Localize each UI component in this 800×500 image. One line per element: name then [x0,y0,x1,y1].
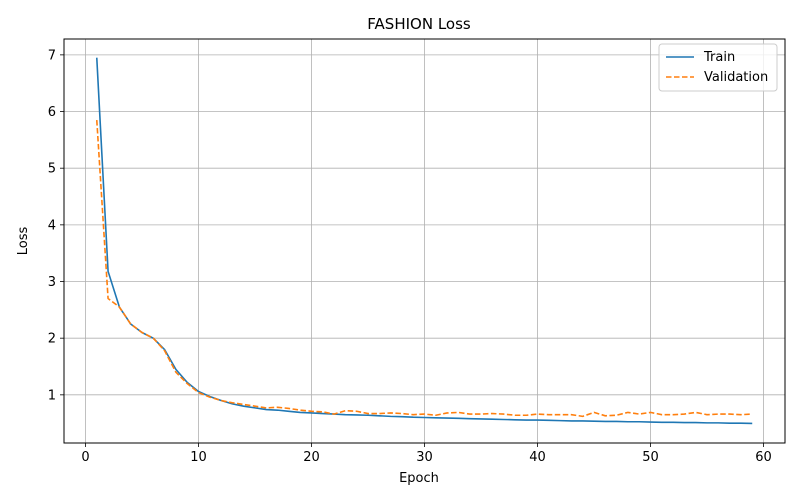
ticks: 0 10 20 30 40 50 60 1 2 3 4 5 6 7 [48,48,772,465]
legend: Train Validation [658,43,778,92]
x-tick-label: 30 [416,450,433,465]
series-line-validation [95,119,753,418]
series-line-train [95,57,753,425]
x-tick-label: 60 [755,450,772,465]
y-axis-label: Loss [16,227,31,256]
series-layer [95,57,753,425]
x-tick-label: 20 [303,450,320,465]
y-tick-label: 2 [48,332,56,347]
x-axis-label: Epoch [399,471,439,486]
x-tick-label: 50 [642,450,659,465]
x-tick-label: 10 [190,450,207,465]
y-tick-label: 6 [48,105,56,120]
legend-label-validation: Validation [704,70,768,85]
y-tick-label: 3 [48,275,56,290]
y-tick-label: 4 [48,218,56,233]
y-tick-label: 5 [48,162,56,177]
legend-box [658,43,778,92]
x-tick-label: 0 [81,450,89,465]
grid [64,39,785,443]
y-tick-label: 1 [48,388,56,403]
legend-label-train: Train [703,50,735,65]
x-tick-label: 40 [529,450,546,465]
chart-title: FASHION Loss [367,15,471,33]
y-tick-label: 7 [48,48,56,63]
